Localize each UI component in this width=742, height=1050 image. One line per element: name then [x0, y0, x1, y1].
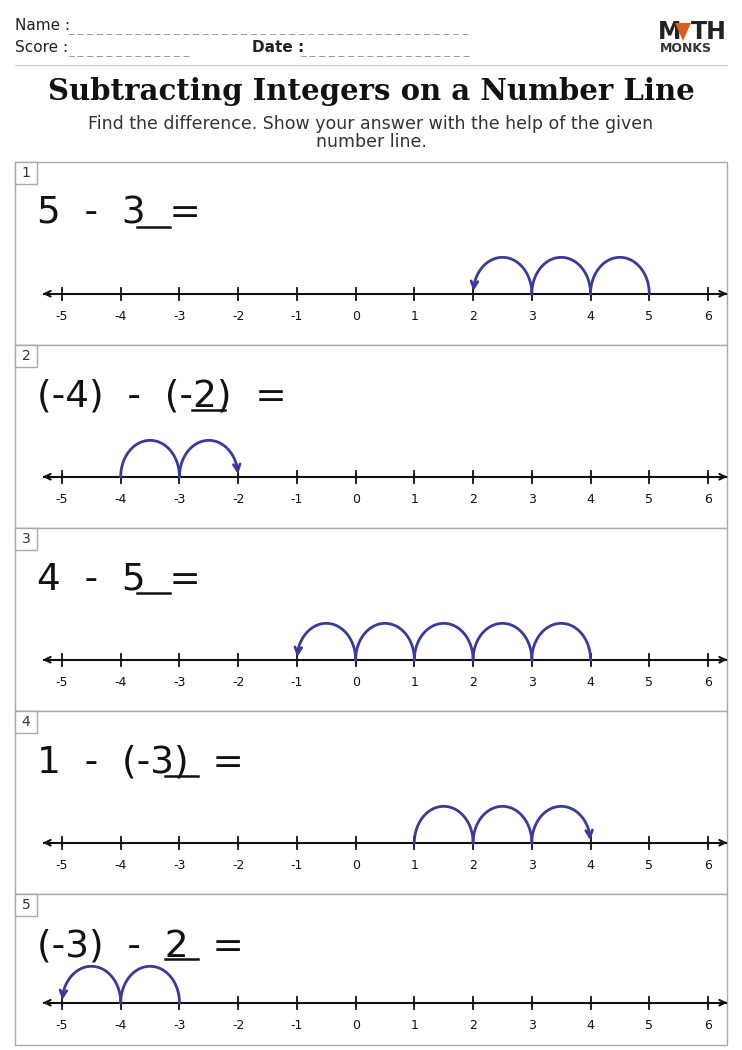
Text: _ _ _ _ _ _ _ _ _ _ _ _ _ _ _ _ _ _ _ _ _ _ _ _ _ _ _ _ _ _ _ _ _ _ _ _ _ _ _ _ : _ _ _ _ _ _ _ _ _ _ _ _ _ _ _ _ _ _ _ _ …	[68, 21, 468, 35]
Text: _ _ _ _ _ _ _ _ _ _ _ _ _: _ _ _ _ _ _ _ _ _ _ _ _ _	[68, 43, 189, 57]
Text: 2: 2	[469, 492, 477, 506]
Text: -2: -2	[232, 310, 244, 322]
Text: _ _ _ _ _ _ _ _ _ _ _ _ _ _ _ _ _ _: _ _ _ _ _ _ _ _ _ _ _ _ _ _ _ _ _ _	[300, 43, 470, 57]
Text: -4: -4	[114, 676, 127, 689]
Text: 3: 3	[528, 676, 536, 689]
Text: 0: 0	[352, 1018, 360, 1032]
Text: -2: -2	[232, 1018, 244, 1032]
Text: -3: -3	[174, 859, 186, 872]
Text: Date :: Date :	[252, 40, 304, 55]
Text: 0: 0	[352, 310, 360, 322]
Text: -3: -3	[174, 492, 186, 506]
Text: 6: 6	[704, 676, 712, 689]
Text: (-3)  -  2  =: (-3) - 2 =	[37, 928, 244, 964]
Text: 6: 6	[704, 1018, 712, 1032]
Text: Score :: Score :	[15, 40, 68, 55]
Text: -2: -2	[232, 492, 244, 506]
Text: 6: 6	[704, 492, 712, 506]
Text: 0: 0	[352, 676, 360, 689]
Text: -1: -1	[291, 310, 303, 322]
Text: -1: -1	[291, 492, 303, 506]
Text: -3: -3	[174, 1018, 186, 1032]
Text: 5: 5	[646, 310, 653, 322]
Text: 2: 2	[22, 349, 30, 363]
Text: 6: 6	[704, 859, 712, 872]
Text: 1: 1	[410, 492, 418, 506]
Text: number line.: number line.	[315, 133, 427, 151]
Text: 4: 4	[587, 310, 594, 322]
Bar	[15, 162, 37, 184]
Text: 3: 3	[22, 532, 30, 546]
Text: -4: -4	[114, 492, 127, 506]
Text: 4  -  5  =: 4 - 5 =	[37, 562, 201, 598]
Text: -4: -4	[114, 1018, 127, 1032]
Text: Find the difference. Show your answer with the help of the given: Find the difference. Show your answer wi…	[88, 116, 654, 133]
Text: -5: -5	[56, 1018, 68, 1032]
Text: 5: 5	[646, 492, 653, 506]
Text: 3: 3	[528, 859, 536, 872]
Text: 1  -  (-3)  =: 1 - (-3) =	[37, 746, 244, 781]
Text: 0: 0	[352, 859, 360, 872]
Bar	[15, 711, 37, 733]
Text: -4: -4	[114, 859, 127, 872]
Text: 2: 2	[469, 310, 477, 322]
Text: 1: 1	[410, 1018, 418, 1032]
Text: 5: 5	[646, 1018, 653, 1032]
Text: Subtracting Integers on a Number Line: Subtracting Integers on a Number Line	[47, 78, 695, 106]
Text: -2: -2	[232, 859, 244, 872]
Bar	[15, 528, 727, 711]
Text: 1: 1	[410, 310, 418, 322]
Text: -3: -3	[174, 310, 186, 322]
Bar	[15, 894, 37, 916]
Text: TH: TH	[691, 20, 727, 44]
Text: 5: 5	[646, 676, 653, 689]
Text: -2: -2	[232, 676, 244, 689]
Text: (-4)  -  (-2)  =: (-4) - (-2) =	[37, 379, 286, 415]
Text: 4: 4	[22, 715, 30, 729]
Bar	[15, 894, 727, 1045]
Text: -1: -1	[291, 676, 303, 689]
Polygon shape	[675, 23, 691, 41]
Text: 5: 5	[22, 898, 30, 912]
Text: 1: 1	[410, 676, 418, 689]
Text: 1: 1	[410, 859, 418, 872]
Bar	[15, 345, 727, 528]
Text: -3: -3	[174, 676, 186, 689]
Text: 6: 6	[704, 310, 712, 322]
Text: 3: 3	[528, 310, 536, 322]
Text: 1: 1	[22, 166, 30, 180]
Text: -1: -1	[291, 859, 303, 872]
Text: 2: 2	[469, 676, 477, 689]
Text: M: M	[658, 20, 681, 44]
Text: 3: 3	[528, 492, 536, 506]
Text: -5: -5	[56, 859, 68, 872]
Text: -5: -5	[56, 492, 68, 506]
Text: 2: 2	[469, 859, 477, 872]
Text: 5  -  3  =: 5 - 3 =	[37, 196, 201, 232]
Bar	[15, 711, 727, 894]
Text: 4: 4	[587, 492, 594, 506]
Text: 0: 0	[352, 492, 360, 506]
Text: 3: 3	[528, 1018, 536, 1032]
Bar	[15, 345, 37, 367]
Text: Name :: Name :	[15, 18, 70, 33]
Text: 5: 5	[646, 859, 653, 872]
Bar	[15, 528, 37, 550]
Bar	[15, 162, 727, 345]
Text: -1: -1	[291, 1018, 303, 1032]
Text: 2: 2	[469, 1018, 477, 1032]
Text: 4: 4	[587, 1018, 594, 1032]
Text: MONKS: MONKS	[660, 42, 712, 56]
Text: -4: -4	[114, 310, 127, 322]
Text: -5: -5	[56, 310, 68, 322]
Text: -5: -5	[56, 676, 68, 689]
Text: 4: 4	[587, 676, 594, 689]
Text: 4: 4	[587, 859, 594, 872]
